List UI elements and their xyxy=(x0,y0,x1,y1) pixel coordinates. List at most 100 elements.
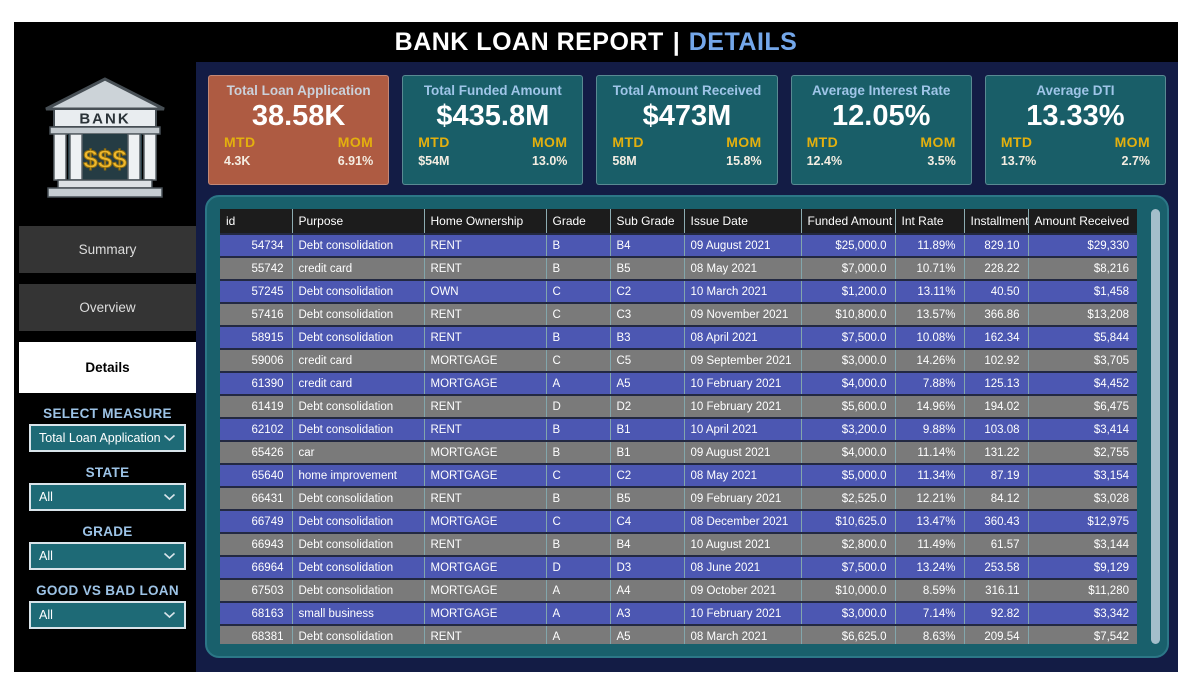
column-header-sub-grade[interactable]: Sub Grade xyxy=(610,209,685,235)
kpi-value: $473M xyxy=(642,100,732,132)
table-row: 61419 Debt consolidation RENT D D2 10 Februar… xyxy=(220,395,1137,419)
table-cell: $5,844 xyxy=(1028,326,1137,350)
table-cell: 10 August 2021 xyxy=(684,533,802,557)
table-cell: Debt consolidation xyxy=(292,326,425,350)
table-cell: B5 xyxy=(610,487,685,511)
table-cell: C5 xyxy=(610,349,685,373)
mtd-value: 58M xyxy=(612,154,637,168)
table-cell: 11.49% xyxy=(895,533,965,557)
table-cell: credit card xyxy=(292,372,425,396)
mtd-label: MTD xyxy=(1000,134,1033,150)
table-cell: 61390 xyxy=(220,372,293,396)
table-cell: B4 xyxy=(610,533,685,557)
table-cell: C4 xyxy=(610,510,685,534)
main-panel: Total Loan Application 38.58K MTD MOM 4.… xyxy=(196,62,1178,672)
table-cell: 11.89% xyxy=(895,234,965,258)
table-cell: RENT xyxy=(424,303,547,327)
table-cell: C xyxy=(546,464,611,488)
table-cell: $7,000.0 xyxy=(801,257,896,281)
table-cell: MORTGAGE xyxy=(424,464,547,488)
table-cell: 57416 xyxy=(220,303,293,327)
column-header-grade[interactable]: Grade xyxy=(546,209,611,235)
logo-bank-text: BANK xyxy=(79,111,130,128)
table-cell: 366.86 xyxy=(964,303,1029,327)
state-dropdown[interactable]: All xyxy=(29,483,186,511)
report-title: BANK LOAN REPORT xyxy=(394,27,664,56)
table-cell: RENT xyxy=(424,625,547,644)
table-row: 66431 Debt consolidation RENT B B5 09 Februar… xyxy=(220,487,1137,511)
table-cell: 55742 xyxy=(220,257,293,281)
table-cell: Debt consolidation xyxy=(292,418,425,442)
table-cell: 09 November 2021 xyxy=(684,303,802,327)
table-cell: credit card xyxy=(292,349,425,373)
table-cell: A xyxy=(546,372,611,396)
table-cell: C xyxy=(546,303,611,327)
column-header-home-ownership[interactable]: Home Ownership xyxy=(424,209,547,235)
table-cell: $2,755 xyxy=(1028,441,1137,465)
table-cell: $3,144 xyxy=(1028,533,1137,557)
chevron-down-icon xyxy=(163,552,176,560)
column-header-amount-received[interactable]: Amount Received xyxy=(1028,209,1137,235)
filter-panel: SELECT MEASURE Total Loan Application ST… xyxy=(14,406,196,629)
title-separator: | xyxy=(672,27,680,56)
table-cell: C xyxy=(546,510,611,534)
table-cell: 66964 xyxy=(220,556,293,580)
kpi-card-total-loan-application: Total Loan Application 38.58K MTD MOM 4.… xyxy=(208,75,390,185)
bank-loan-dashboard: BANK LOAN REPORT | DETAILS BANK $$$ Summ… xyxy=(14,22,1178,672)
kpi-value: 13.33% xyxy=(1026,100,1125,132)
nav-button-details[interactable]: Details xyxy=(19,342,196,393)
table-cell: D2 xyxy=(610,395,685,419)
good-vs-bad-loan-dropdown[interactable]: All xyxy=(29,601,186,629)
table-cell: $7,500.0 xyxy=(801,326,896,350)
table-cell: B xyxy=(546,441,611,465)
chevron-down-icon xyxy=(163,493,176,501)
table-cell: A3 xyxy=(610,602,685,626)
table-cell: 92.82 xyxy=(964,602,1029,626)
table-cell: 87.19 xyxy=(964,464,1029,488)
table-cell: 09 August 2021 xyxy=(684,234,802,258)
table-cell: 10.71% xyxy=(895,257,965,281)
select-measure-dropdown[interactable]: Total Loan Application xyxy=(29,424,186,452)
table-cell: car xyxy=(292,441,425,465)
sidebar: BANK $$$ Summary Overview Details SELECT… xyxy=(14,62,196,672)
column-header-id[interactable]: id xyxy=(220,209,293,235)
column-header-issue-date[interactable]: Issue Date xyxy=(684,209,802,235)
column-header-funded-amount[interactable]: Funded Amount xyxy=(801,209,896,235)
table-row: 65426 car MORTGAGE B B1 09 August 2021 $4,000.… xyxy=(220,441,1137,465)
table-cell: $13,208 xyxy=(1028,303,1137,327)
table-cell: 13.24% xyxy=(895,556,965,580)
table-cell: 7.88% xyxy=(895,372,965,396)
select-measure-label: SELECT MEASURE xyxy=(43,406,172,421)
column-header-installment[interactable]: Installment xyxy=(964,209,1029,235)
table-cell: MORTGAGE xyxy=(424,441,547,465)
table-scrollbar[interactable] xyxy=(1151,209,1160,644)
kpi-row: Total Loan Application 38.58K MTD MOM 4.… xyxy=(196,62,1178,185)
column-header-purpose[interactable]: Purpose xyxy=(292,209,425,235)
table-row: 67503 Debt consolidation MORTGAGE A A4 09 Oct… xyxy=(220,579,1137,603)
table-cell: 68381 xyxy=(220,625,293,644)
mom-value: 6.91% xyxy=(337,154,374,168)
table-cell: 10 April 2021 xyxy=(684,418,802,442)
column-header-int-rate[interactable]: Int Rate xyxy=(895,209,965,235)
table-cell: D3 xyxy=(610,556,685,580)
table-cell: $6,475 xyxy=(1028,395,1137,419)
select-measure-value: Total Loan Application xyxy=(39,431,161,445)
mom-value: 13.0% xyxy=(531,154,568,168)
table-cell: RENT xyxy=(424,418,547,442)
table-cell: C xyxy=(546,280,611,304)
table-cell: 14.26% xyxy=(895,349,965,373)
kpi-card-average-dti: Average DTI 13.33% MTD MOM 13.7% 2.7% xyxy=(984,75,1167,185)
grade-dropdown[interactable]: All xyxy=(29,542,186,570)
table-cell: credit card xyxy=(292,257,425,281)
nav-button-overview[interactable]: Overview xyxy=(19,284,196,331)
table-cell: 08 May 2021 xyxy=(684,464,802,488)
table-cell: $3,154 xyxy=(1028,464,1137,488)
table-cell: 09 September 2021 xyxy=(684,349,802,373)
mom-label: MOM xyxy=(726,134,762,150)
loan-details-table: id Purpose Home Ownership Grade Sub Grade Iss… xyxy=(220,209,1137,644)
table-row: 57245 Debt consolidation OWN C C2 10 March 20… xyxy=(220,280,1137,304)
table-cell: 08 June 2021 xyxy=(684,556,802,580)
table-cell: 103.08 xyxy=(964,418,1029,442)
nav-button-summary[interactable]: Summary xyxy=(19,226,196,273)
